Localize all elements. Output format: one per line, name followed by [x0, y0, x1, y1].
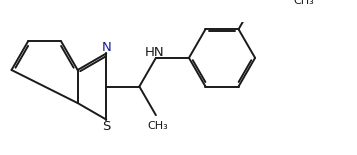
- Text: S: S: [102, 120, 110, 133]
- Text: CH₃: CH₃: [293, 0, 314, 6]
- Text: CH₃: CH₃: [147, 121, 168, 131]
- Text: N: N: [101, 41, 111, 54]
- Text: HN: HN: [145, 46, 164, 59]
- Text: O: O: [248, 0, 259, 1]
